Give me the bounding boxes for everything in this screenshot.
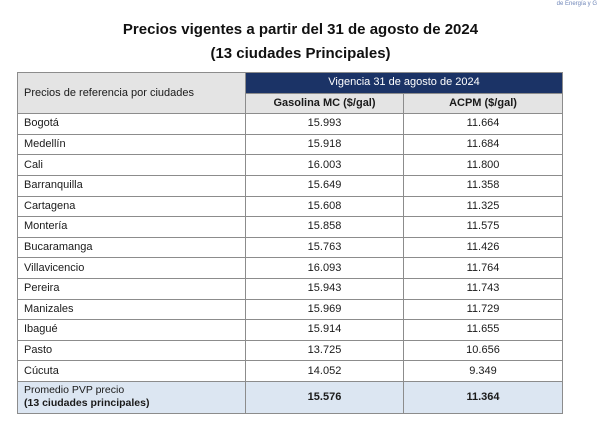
acpm-price: 9.349 — [402, 360, 564, 382]
acpm-price: 11.664 — [402, 113, 564, 135]
gasolina-price: 16.003 — [245, 154, 404, 176]
city-name: Manizales — [17, 298, 246, 321]
acpm-price: 11.358 — [402, 174, 564, 197]
page-title: Precios vigentes a partir del 31 de agos… — [122, 21, 479, 38]
table-row: Cali 16.003 11.800 — [17, 154, 564, 176]
page-subtitle: (13 ciudades Principales) — [210, 45, 391, 62]
table-row: Medellín 15.918 11.684 — [17, 133, 564, 156]
city-name: Barranquilla — [17, 174, 246, 197]
city-name: Cúcuta — [17, 360, 246, 382]
city-name: Montería — [17, 216, 246, 238]
average-label-line2: (13 ciudades principales) — [24, 397, 150, 410]
acpm-price: 11.800 — [402, 154, 564, 176]
gasolina-price: 15.969 — [245, 298, 404, 321]
city-name: Ibagué — [17, 319, 246, 341]
table-header-row-1: Precios de referencia por ciudades Vigen… — [17, 71, 564, 115]
vigencia-header: Vigencia 31 de agosto de 2024 — [244, 72, 564, 94]
acpm-price: 11.426 — [402, 236, 564, 259]
acpm-price: 11.684 — [402, 133, 564, 156]
gasolina-price: 15.914 — [245, 319, 404, 341]
gasolina-price: 15.918 — [245, 133, 404, 156]
table-row: Pereira 15.943 11.743 — [17, 277, 564, 300]
table-row: Bogotá 15.993 11.664 — [17, 113, 564, 135]
gasolina-price: 14.052 — [245, 360, 404, 382]
table-row: Pasto 13.725 10.656 — [17, 339, 564, 362]
average-gasolina: 15.576 — [245, 380, 404, 414]
table-row: Villavicencio 16.093 11.764 — [17, 257, 564, 279]
acpm-price: 10.656 — [402, 339, 564, 362]
city-name: Pasto — [17, 339, 246, 362]
table-row: Barranquilla 15.649 11.358 — [17, 174, 564, 197]
acpm-column-header: ACPM ($/gal) — [402, 92, 564, 115]
gasolina-column-header: Gasolina MC ($/gal) — [245, 92, 404, 115]
table-row: Cúcuta 14.052 9.349 — [17, 360, 564, 382]
reference-prices-header: Precios de referencia por ciudades — [17, 71, 246, 115]
table-row: Montería 15.858 11.575 — [17, 216, 564, 238]
gasolina-price: 15.858 — [245, 216, 404, 238]
city-name: Cali — [17, 154, 246, 176]
average-label-line1: Promedio PVP precio — [24, 384, 125, 397]
city-name: Cartagena — [17, 195, 246, 218]
acpm-price: 11.325 — [402, 195, 564, 218]
average-label: Promedio PVP precio (13 ciudades princip… — [17, 380, 246, 414]
acpm-price: 11.655 — [402, 319, 564, 341]
table-row: Ibagué 15.914 11.655 — [17, 319, 564, 341]
price-table: Precios de referencia por ciudades Vigen… — [17, 71, 564, 414]
gasolina-price: 13.725 — [245, 339, 404, 362]
table-header-row-2: Gasolina MC ($/gal) ACPM ($/gal) — [18, 92, 564, 115]
city-name: Villavicencio — [17, 257, 246, 279]
gasolina-price: 15.608 — [245, 195, 404, 218]
table-row: Bucaramanga 15.763 11.426 — [17, 236, 564, 259]
gasolina-price: 15.763 — [245, 236, 404, 259]
acpm-price: 11.575 — [402, 216, 564, 238]
gasolina-price: 15.649 — [245, 174, 404, 197]
city-name: Bogotá — [17, 113, 246, 135]
corner-logo-text: de Energía y G — [556, 1, 597, 7]
average-row: Promedio PVP precio (13 ciudades princip… — [17, 380, 564, 414]
gasolina-price: 15.993 — [245, 113, 404, 135]
city-name: Pereira — [17, 277, 246, 300]
acpm-price: 11.743 — [402, 277, 564, 300]
average-acpm: 11.364 — [402, 380, 564, 414]
acpm-price: 11.729 — [402, 298, 564, 321]
gasolina-price: 15.943 — [245, 277, 404, 300]
city-name: Medellín — [17, 133, 246, 156]
city-name: Bucaramanga — [17, 236, 246, 259]
table-row: Manizales 15.969 11.729 — [17, 298, 564, 321]
acpm-price: 11.764 — [402, 257, 564, 279]
table-row: Cartagena 15.608 11.325 — [17, 195, 564, 218]
gasolina-price: 16.093 — [245, 257, 404, 279]
